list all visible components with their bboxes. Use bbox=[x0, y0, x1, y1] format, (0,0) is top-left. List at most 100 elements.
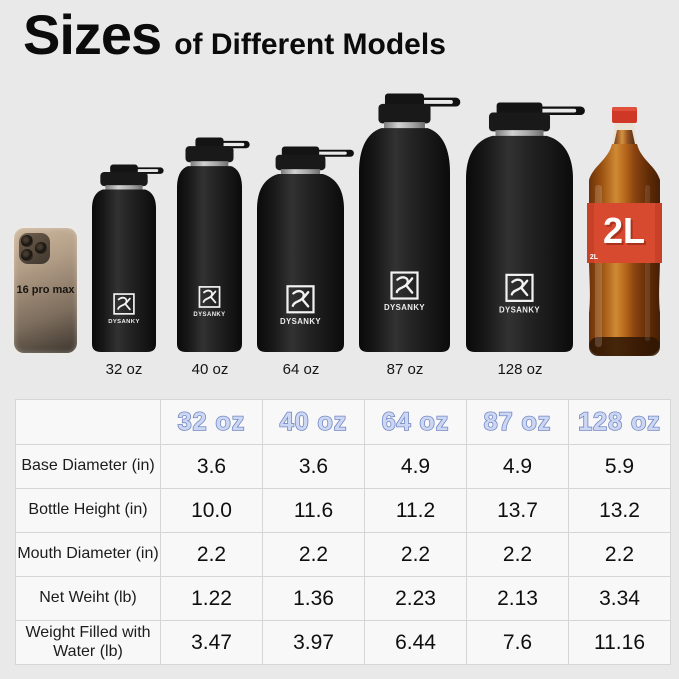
steel-neck-band bbox=[105, 185, 143, 191]
soda-label bbox=[587, 203, 662, 263]
table-cell: 3.6 bbox=[160, 444, 263, 489]
water-bottle-32oz: DYSANKY bbox=[92, 164, 164, 352]
column-header-1: 40 oz bbox=[262, 399, 365, 445]
cap-spout bbox=[281, 146, 320, 157]
bottle-size-label: 32 oz bbox=[105, 361, 143, 378]
page-title: Sizes of Different Models bbox=[23, 4, 446, 66]
spec-table-head: 32 oz 40 oz 64 oz 87 oz 128 oz bbox=[15, 399, 671, 445]
table-row: Bottle Height (in) 10.0 11.6 11.2 13.7 1… bbox=[15, 488, 671, 533]
cell-value: 3.34 bbox=[599, 586, 640, 610]
bottle-size-label: 64 oz bbox=[282, 361, 320, 378]
dysanky-logo: DYSANKY bbox=[384, 271, 425, 312]
camera-lens-icon bbox=[21, 249, 33, 261]
logo-wave-icon bbox=[202, 289, 217, 304]
table-cell: 2.2 bbox=[364, 532, 467, 577]
cell-value: 4.9 bbox=[400, 454, 431, 478]
phone-camera-module bbox=[19, 233, 50, 264]
brand-name: DYSANKY bbox=[384, 303, 425, 312]
table-cell: 10.0 bbox=[160, 488, 263, 533]
bottle-body bbox=[257, 173, 344, 352]
dysanky-logo: DYSANKY bbox=[499, 273, 540, 315]
steel-neck-band bbox=[384, 122, 425, 129]
table-row: Base Diameter (in) 3.6 3.6 4.9 4.9 5.9 bbox=[15, 444, 671, 489]
dysanky-logo: DYSANKY bbox=[280, 285, 321, 326]
column-header-4: 128 oz bbox=[568, 399, 671, 445]
cell-value: 11.2 bbox=[395, 498, 436, 522]
cell-value: 7.6 bbox=[502, 630, 533, 654]
bottle-body bbox=[177, 166, 242, 352]
steel-neck-band bbox=[280, 169, 321, 175]
title-primary: Sizes bbox=[23, 3, 162, 66]
column-header-label: 32 oz bbox=[177, 407, 246, 437]
column-header-label: 128 oz bbox=[577, 407, 661, 437]
logo-wave-icon bbox=[117, 296, 131, 311]
table-row: Net Weiht (lb) 1.22 1.36 2.23 2.13 3.34 bbox=[15, 576, 671, 621]
brand-name: DYSANKY bbox=[499, 306, 540, 315]
soda-body-shade bbox=[589, 337, 660, 356]
table-cell: 1.22 bbox=[160, 576, 263, 621]
steel-neck-band bbox=[495, 130, 544, 137]
title-secondary: of Different Models bbox=[174, 28, 446, 61]
column-header-0: 32 oz bbox=[160, 399, 263, 445]
cap-spout bbox=[384, 93, 425, 107]
row-label: Weight Filled with Water (lb) bbox=[15, 620, 161, 665]
cell-value: 5.9 bbox=[604, 454, 635, 478]
water-bottle-40oz: DYSANKY bbox=[177, 137, 250, 352]
cell-value: 2.2 bbox=[298, 542, 329, 566]
row-label: Net Weiht (lb) bbox=[15, 576, 161, 621]
table-cell: 3.47 bbox=[160, 620, 263, 665]
table-cell: 4.9 bbox=[364, 444, 467, 489]
table-cell: 5.9 bbox=[568, 444, 671, 489]
table-row: Mouth Diameter (in) 2.2 2.2 2.2 2.2 2.2 bbox=[15, 532, 671, 577]
bottle-body bbox=[359, 128, 450, 352]
cap-base bbox=[488, 112, 551, 132]
column-header-label: 87 oz bbox=[483, 407, 552, 437]
cap-base bbox=[378, 103, 431, 124]
water-bottle-87oz: DYSANKY bbox=[359, 93, 461, 352]
cell-value: 11.6 bbox=[293, 498, 334, 522]
table-cell: 3.97 bbox=[262, 620, 365, 665]
cap-spout bbox=[195, 137, 224, 149]
row-label: Bottle Height (in) bbox=[15, 488, 161, 533]
table-cell: 4.9 bbox=[466, 444, 569, 489]
row-label: Base Diameter (in) bbox=[15, 444, 161, 489]
camera-lens-icon bbox=[35, 242, 47, 254]
cap-handle-hole bbox=[131, 169, 159, 172]
dysanky-logo: DYSANKY bbox=[193, 286, 225, 318]
brand-name: DYSANKY bbox=[280, 317, 321, 326]
column-header-2: 64 oz bbox=[364, 399, 467, 445]
table-cell: 1.36 bbox=[262, 576, 365, 621]
table-cell: 13.2 bbox=[568, 488, 671, 533]
bottle-body bbox=[92, 189, 156, 352]
bottle-size-label: 40 oz bbox=[191, 361, 229, 378]
cell-value: 11.16 bbox=[594, 630, 645, 654]
brand-name: DYSANKY bbox=[193, 312, 225, 318]
cap-handle-hole bbox=[311, 151, 347, 155]
soda-cap-highlight bbox=[612, 107, 637, 111]
table-row: Weight Filled with Water (lb) 3.47 3.97 … bbox=[15, 620, 671, 665]
table-cell: 2.2 bbox=[466, 532, 569, 577]
cell-value: 2.2 bbox=[196, 542, 227, 566]
table-cell: 2.2 bbox=[262, 532, 365, 577]
brand-name: DYSANKY bbox=[108, 319, 140, 325]
cell-value: 2.2 bbox=[604, 542, 635, 566]
cell-value: 2.13 bbox=[497, 586, 538, 610]
cell-value: 13.2 bbox=[599, 498, 640, 522]
table-cell: 11.16 bbox=[568, 620, 671, 665]
soda-2l-text-shadow: 2L bbox=[605, 212, 647, 253]
cap-base bbox=[275, 154, 326, 171]
dysanky-logo: DYSANKY bbox=[108, 293, 140, 325]
soda-label-shade bbox=[655, 203, 662, 263]
cap-handle-hole bbox=[532, 108, 577, 113]
bottle-size-label: 87 oz bbox=[386, 361, 424, 378]
spec-table: 32 oz 40 oz 64 oz 87 oz 128 oz Base Diam… bbox=[15, 399, 671, 665]
cell-value: 1.36 bbox=[293, 586, 334, 610]
cap-base bbox=[100, 171, 148, 187]
spec-table-body: Base Diameter (in) 3.6 3.6 4.9 4.9 5.9 B… bbox=[15, 444, 671, 665]
table-header-row: 32 oz 40 oz 64 oz 87 oz 128 oz bbox=[15, 399, 671, 445]
table-cell: 3.6 bbox=[262, 444, 365, 489]
column-header-label: 40 oz bbox=[279, 407, 348, 437]
table-cell: 2.2 bbox=[568, 532, 671, 577]
table-cell: 13.7 bbox=[466, 488, 569, 533]
